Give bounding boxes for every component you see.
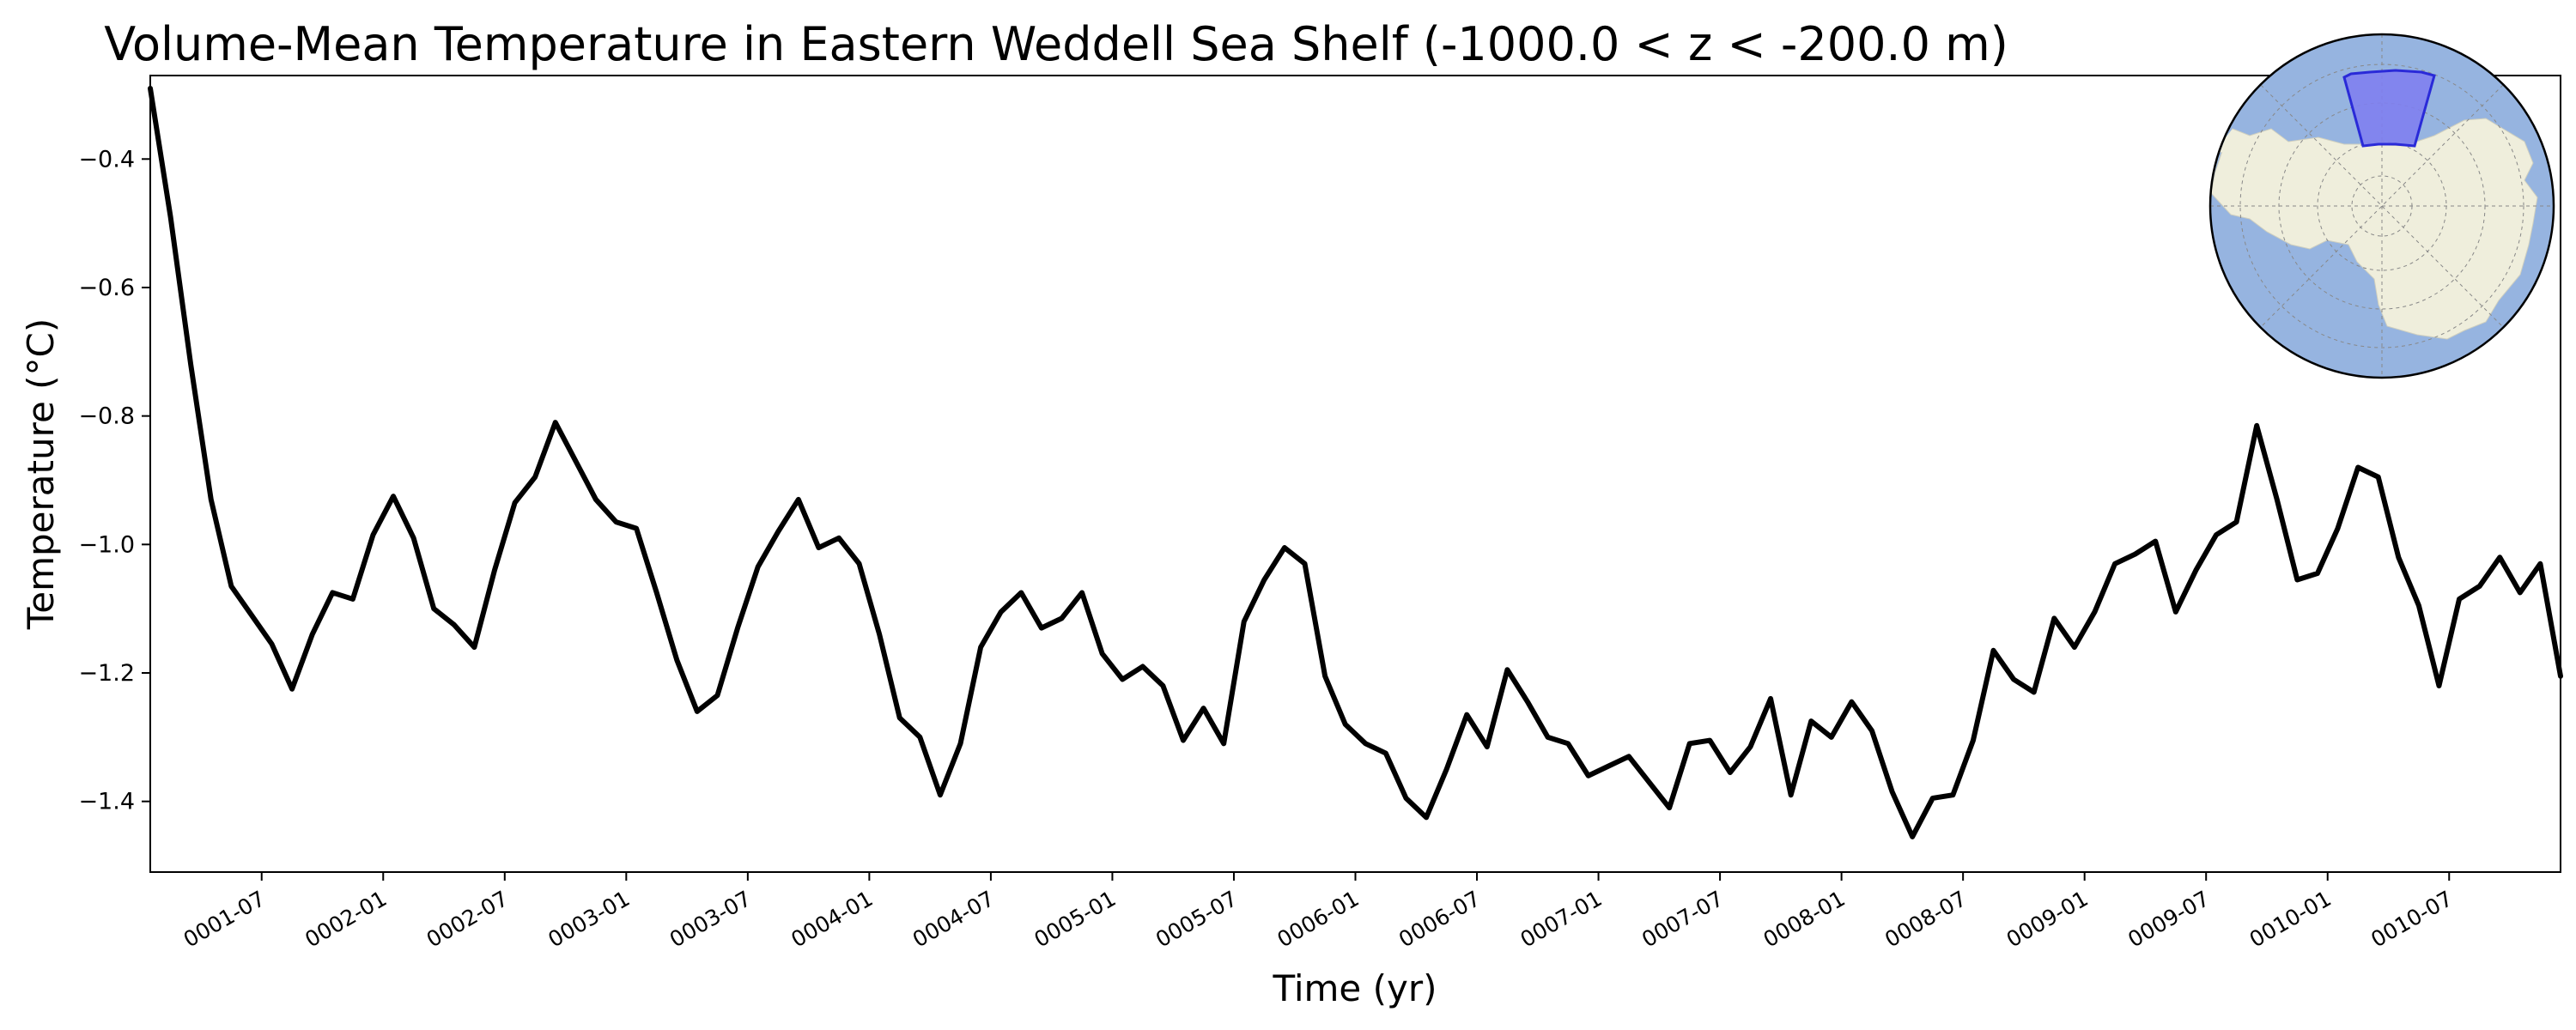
x-tick-label: 0007-07 — [1637, 886, 1728, 952]
plot-area — [148, 75, 2563, 873]
y-tick-label: −1.2 — [78, 660, 135, 687]
y-axis: −1.4 −1.2 −1.0 −0.8 −0.6 −0.4 — [78, 146, 150, 815]
x-tick-label: 0005-01 — [1030, 886, 1120, 952]
x-axis-label: Time (yr) — [1272, 967, 1437, 1009]
antarctic-peninsula — [2220, 129, 2233, 153]
x-tick-label: 0010-01 — [2245, 886, 2336, 952]
x-tick-label: 0010-07 — [2366, 886, 2457, 952]
x-tick-label: 0008-01 — [1759, 886, 1850, 952]
y-tick-label: −1.4 — [78, 789, 135, 815]
x-tick-label: 0002-07 — [422, 886, 513, 952]
graticule — [2210, 34, 2554, 378]
region-highlight — [2342, 69, 2436, 148]
y-tick-label: −0.4 — [78, 146, 135, 173]
x-tick-label: 0001-07 — [179, 886, 270, 952]
inset-map — [2208, 33, 2555, 379]
x-tick-label: 0004-01 — [787, 886, 877, 952]
x-axis: 0001-07 0002-01 0002-07 0003-01 0003-07 0004-… — [179, 872, 2457, 952]
y-tick-label: −0.6 — [78, 275, 135, 301]
x-tick-label: 0003-07 — [665, 886, 756, 952]
y-axis-label: Temperature (°C) — [20, 318, 62, 631]
x-tick-label: 0006-01 — [1273, 886, 1364, 952]
x-tick-label: 0005-07 — [1151, 886, 1242, 952]
series-layer — [148, 85, 2563, 839]
x-tick-label: 0002-01 — [301, 886, 391, 952]
y-tick-label: −0.8 — [78, 403, 135, 430]
globe-outline — [2208, 33, 2555, 379]
x-tick-label: 0008-07 — [1880, 886, 1971, 952]
axes-frame — [149, 75, 2561, 873]
series-line — [148, 85, 2563, 839]
x-tick-label: 0009-07 — [2123, 886, 2214, 952]
x-tick-label: 0006-07 — [1394, 886, 1485, 952]
y-tick-label: −1.0 — [78, 531, 135, 558]
chart-title: Volume-Mean Temperature in Eastern Wedde… — [104, 17, 2008, 71]
x-tick-label: 0007-01 — [1516, 886, 1607, 952]
x-tick-label: 0003-01 — [544, 886, 634, 952]
x-tick-label: 0009-01 — [2002, 886, 2093, 952]
x-tick-label: 0004-07 — [908, 886, 999, 952]
